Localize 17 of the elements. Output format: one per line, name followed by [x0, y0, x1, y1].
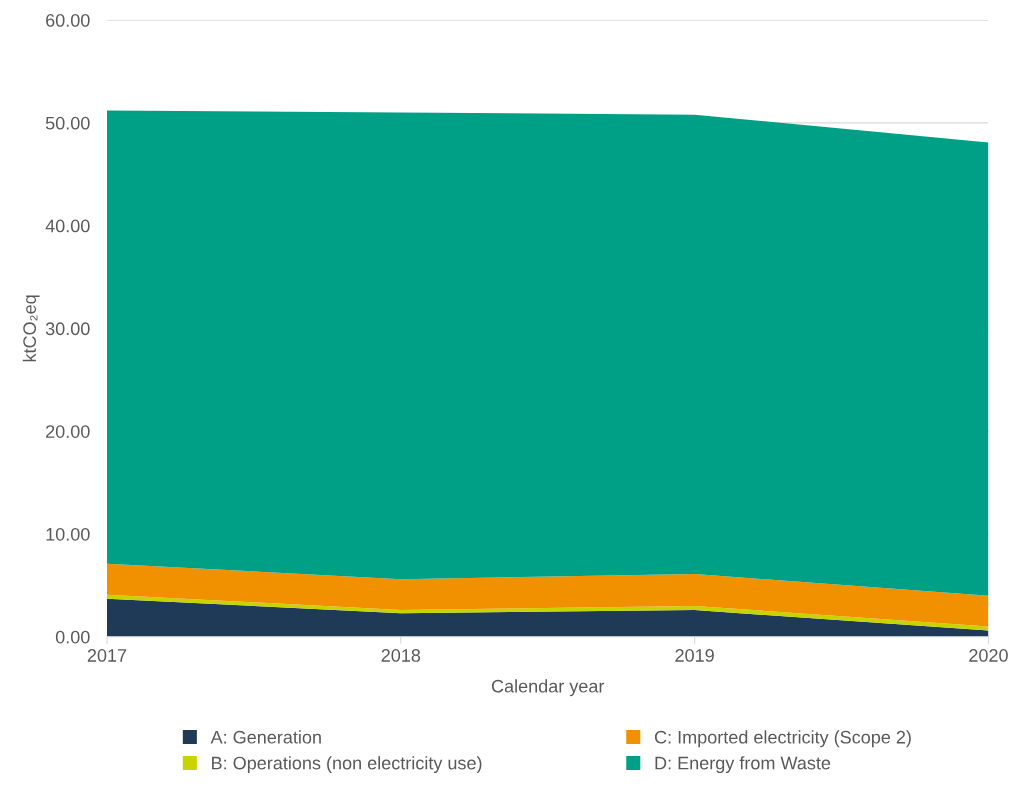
legend-label: A: Generation — [210, 730, 321, 744]
y-tick-label: 10.00 — [46, 527, 90, 541]
y-tick-label: 50.00 — [45, 116, 90, 130]
y-axis-title: ktCO₂eq — [22, 295, 40, 362]
y-tick-label: 30.00 — [45, 322, 90, 336]
legend-label: D: Energy from Waste — [655, 756, 831, 774]
y-tick-label: 40.00 — [45, 219, 90, 233]
y-tick-label: 20.00 — [46, 425, 90, 438]
x-tick-label: 2020 — [969, 649, 1008, 662]
legend-label: C: Imported electricity (Scope 2) — [654, 730, 911, 748]
y-tick-label: 0.00 — [55, 630, 90, 644]
legend-label: B: Operations (non electricity use) — [212, 756, 482, 774]
x-tick-label: 2017 — [87, 649, 127, 662]
x-axis-title: Calendar year — [491, 679, 605, 697]
x-tick-label: 2019 — [675, 649, 714, 662]
y-tick-label: 60.00 — [46, 14, 90, 27]
x-tick-label: 2018 — [381, 649, 421, 662]
